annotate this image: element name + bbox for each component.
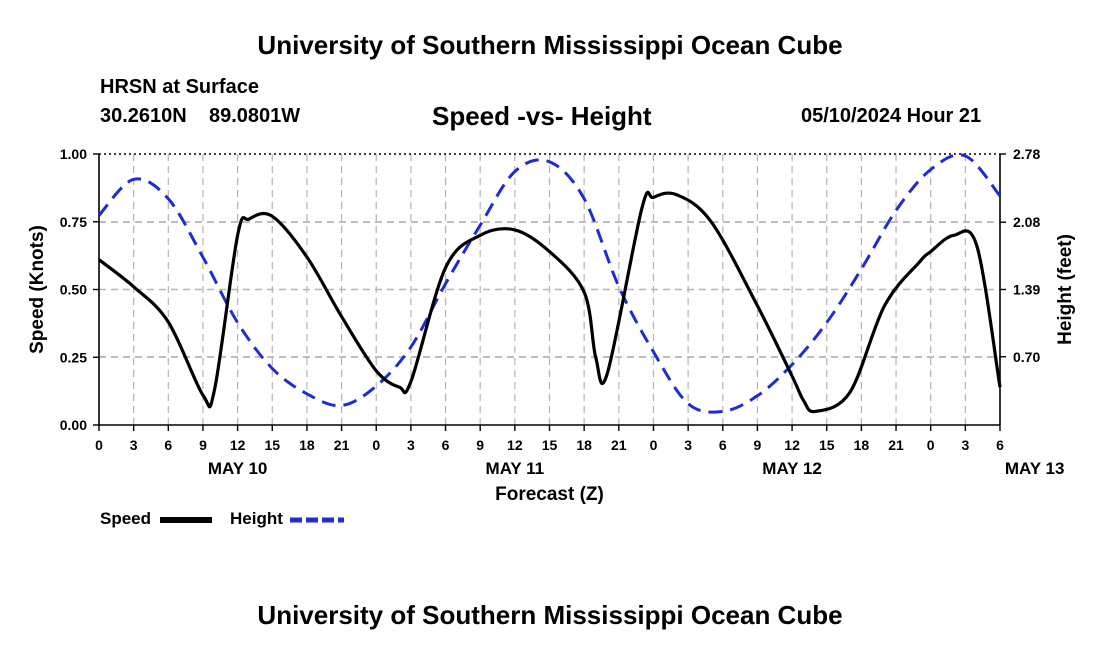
x-tick-label: 15 [819,437,835,453]
date-label: MAY 12 [762,459,822,478]
y-tick-label: 1.00 [60,146,87,162]
x-tick-label: 3 [961,437,969,453]
height-series-line [97,153,1002,414]
x-tick-label: 12 [230,437,246,453]
legend-speed-label: Speed [100,509,152,528]
x-tick-label: 15 [264,437,280,453]
y2-tick-label: 1.39 [1013,282,1040,298]
x-tick-label: 18 [854,437,870,453]
y-tick-label: 0.75 [60,214,87,230]
station-name: HRSN at Surface [100,76,259,98]
date-label: MAY 13 [1005,459,1065,478]
y2-tick-label: 2.78 [1013,146,1040,162]
station-latitude: 30.2610N [100,105,187,127]
date-label: MAY 10 [208,459,268,478]
x-tick-label: 9 [199,437,207,453]
station-longitude: 89.0801W [209,105,301,127]
x-tick-label: 12 [507,437,523,453]
x-tick-label: 21 [611,437,627,453]
date-label: MAY 11 [486,459,545,478]
y-axis-title: Speed (Knots) [27,225,48,354]
chart-title: Speed -vs- Height [432,101,652,131]
x-tick-label: 6 [719,437,727,453]
x-tick-label: 9 [754,437,762,453]
x-tick-label: 3 [407,437,415,453]
x-tick-label: 18 [299,437,315,453]
y2-tick-label: 2.08 [1013,214,1040,230]
x-tick-label: 6 [996,437,1004,453]
x-tick-label: 15 [542,437,558,453]
x-tick-label: 21 [888,437,904,453]
footer-title: University of Southern Mississippi Ocean… [257,600,843,630]
y2-tick-label: 0.70 [1013,349,1040,365]
x-tick-label: 21 [334,437,350,453]
x-axis-title: Forecast (Z) [495,484,604,505]
x-tick-label: 0 [927,437,935,453]
x-tick-label: 3 [130,437,138,453]
x-tick-label: 0 [650,437,658,453]
speed-series-line [98,190,1002,414]
y2-axis-title: Height (feet) [1055,234,1076,345]
x-tick-label: 3 [684,437,692,453]
x-tick-label: 6 [442,437,450,453]
x-tick-label: 0 [95,437,103,453]
y-tick-label: 0.00 [60,417,87,433]
x-tick-label: 0 [372,437,380,453]
x-tick-label: 6 [164,437,172,453]
x-tick-label: 18 [576,437,592,453]
forecast-date: 05/10/2024 Hour 21 [801,105,982,127]
x-tick-label: 12 [784,437,800,453]
legend-height-label: Height [230,509,283,528]
page-title: University of Southern Mississippi Ocean… [257,30,843,60]
y-tick-label: 0.25 [60,349,87,365]
x-tick-label: 9 [476,437,484,453]
y-tick-label: 0.50 [60,282,87,298]
